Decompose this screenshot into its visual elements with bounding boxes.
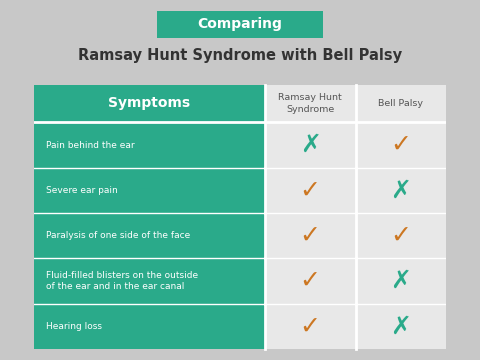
FancyBboxPatch shape: [265, 168, 356, 213]
FancyBboxPatch shape: [356, 168, 446, 213]
Text: ✗: ✗: [300, 133, 321, 157]
Text: ✓: ✓: [300, 269, 321, 293]
FancyBboxPatch shape: [265, 122, 356, 168]
FancyBboxPatch shape: [265, 213, 356, 258]
Text: ✓: ✓: [300, 224, 321, 248]
Text: Bell Palsy: Bell Palsy: [379, 99, 423, 108]
Text: ✗: ✗: [391, 179, 411, 202]
FancyBboxPatch shape: [356, 213, 446, 258]
Text: ✗: ✗: [391, 269, 411, 293]
Text: ✗: ✗: [391, 315, 411, 338]
Text: ✓: ✓: [391, 133, 411, 157]
FancyBboxPatch shape: [356, 304, 446, 349]
Text: Ramsay Hunt Syndrome with Bell Palsy: Ramsay Hunt Syndrome with Bell Palsy: [78, 48, 402, 63]
FancyBboxPatch shape: [34, 258, 265, 304]
FancyBboxPatch shape: [34, 85, 265, 122]
FancyBboxPatch shape: [157, 11, 323, 38]
Text: Hearing loss: Hearing loss: [46, 322, 102, 331]
FancyBboxPatch shape: [356, 258, 446, 304]
FancyBboxPatch shape: [265, 258, 356, 304]
Text: ✓: ✓: [300, 179, 321, 202]
FancyBboxPatch shape: [34, 213, 265, 258]
Text: Pain behind the ear: Pain behind the ear: [46, 140, 134, 150]
FancyBboxPatch shape: [34, 304, 265, 349]
FancyBboxPatch shape: [34, 122, 265, 168]
Text: ✓: ✓: [300, 315, 321, 338]
Text: Fluid-filled blisters on the outside
of the ear and in the ear canal: Fluid-filled blisters on the outside of …: [46, 271, 198, 291]
Text: Severe ear pain: Severe ear pain: [46, 186, 118, 195]
FancyBboxPatch shape: [356, 85, 446, 122]
Text: Comparing: Comparing: [198, 17, 282, 31]
FancyBboxPatch shape: [356, 122, 446, 168]
FancyBboxPatch shape: [265, 304, 356, 349]
Text: ✓: ✓: [391, 224, 411, 248]
FancyBboxPatch shape: [34, 168, 265, 213]
Text: Symptoms: Symptoms: [108, 96, 190, 111]
FancyBboxPatch shape: [265, 85, 356, 122]
Text: Paralysis of one side of the face: Paralysis of one side of the face: [46, 231, 190, 240]
Text: Ramsay Hunt
Syndrome: Ramsay Hunt Syndrome: [278, 93, 342, 114]
